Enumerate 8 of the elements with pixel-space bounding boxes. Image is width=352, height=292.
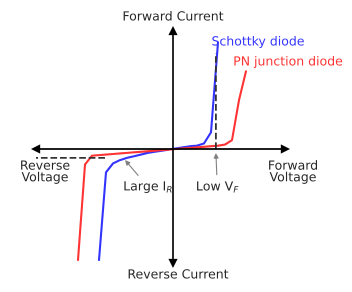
annotation: Low V$_{F}$ (197, 181, 238, 192)
x-axis-title: Forward Voltage (269, 160, 317, 184)
annotation: Reverse Voltage (21, 160, 70, 184)
series-label: Schottky diode (212, 36, 304, 48)
text: Reverse Current (128, 269, 228, 279)
y-axis-title: Forward Current (124, 10, 224, 21)
ref-line-label: Large I$_{R}$ (124, 181, 172, 194)
series-label: PN junction diode (234, 56, 342, 68)
